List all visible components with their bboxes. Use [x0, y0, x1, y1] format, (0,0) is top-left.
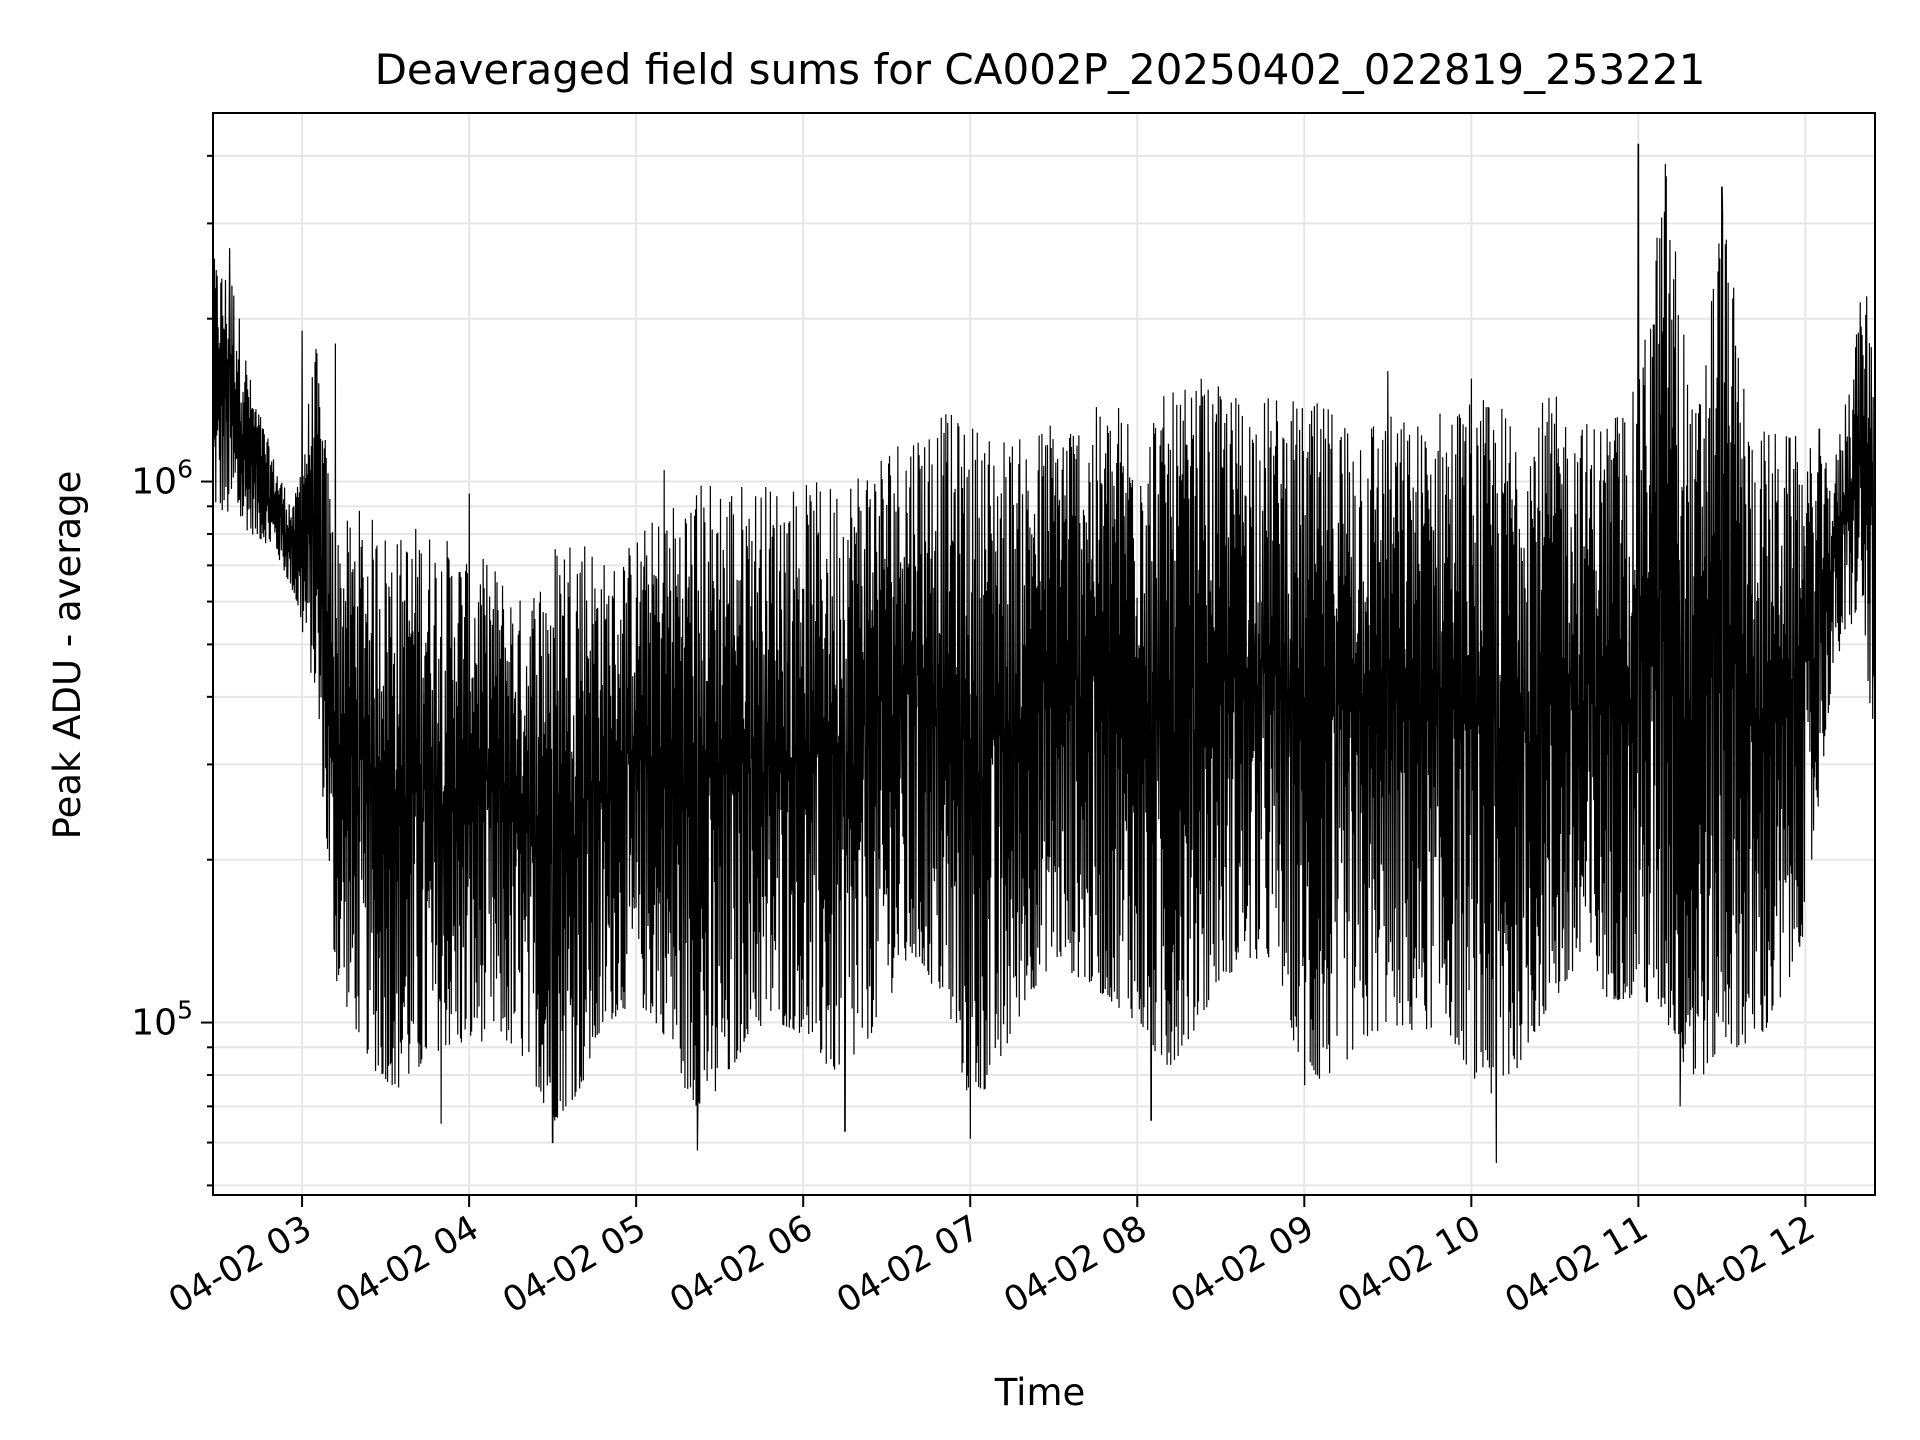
- x-axis-label: Time: [994, 1371, 1086, 1414]
- y-tick-label: 105: [131, 996, 193, 1044]
- plot-frame: [212, 112, 1876, 1196]
- y-tick-label: 106: [131, 455, 193, 503]
- y-axis-ticks: 105 106: [131, 154, 213, 1187]
- y-axis-label: Peak ADU - average: [46, 471, 89, 840]
- chart-title: Deaveraged field sums for CA002P_2025040…: [375, 45, 1706, 94]
- series-line: [212, 143, 1876, 1164]
- series-polyline: [212, 143, 1876, 1164]
